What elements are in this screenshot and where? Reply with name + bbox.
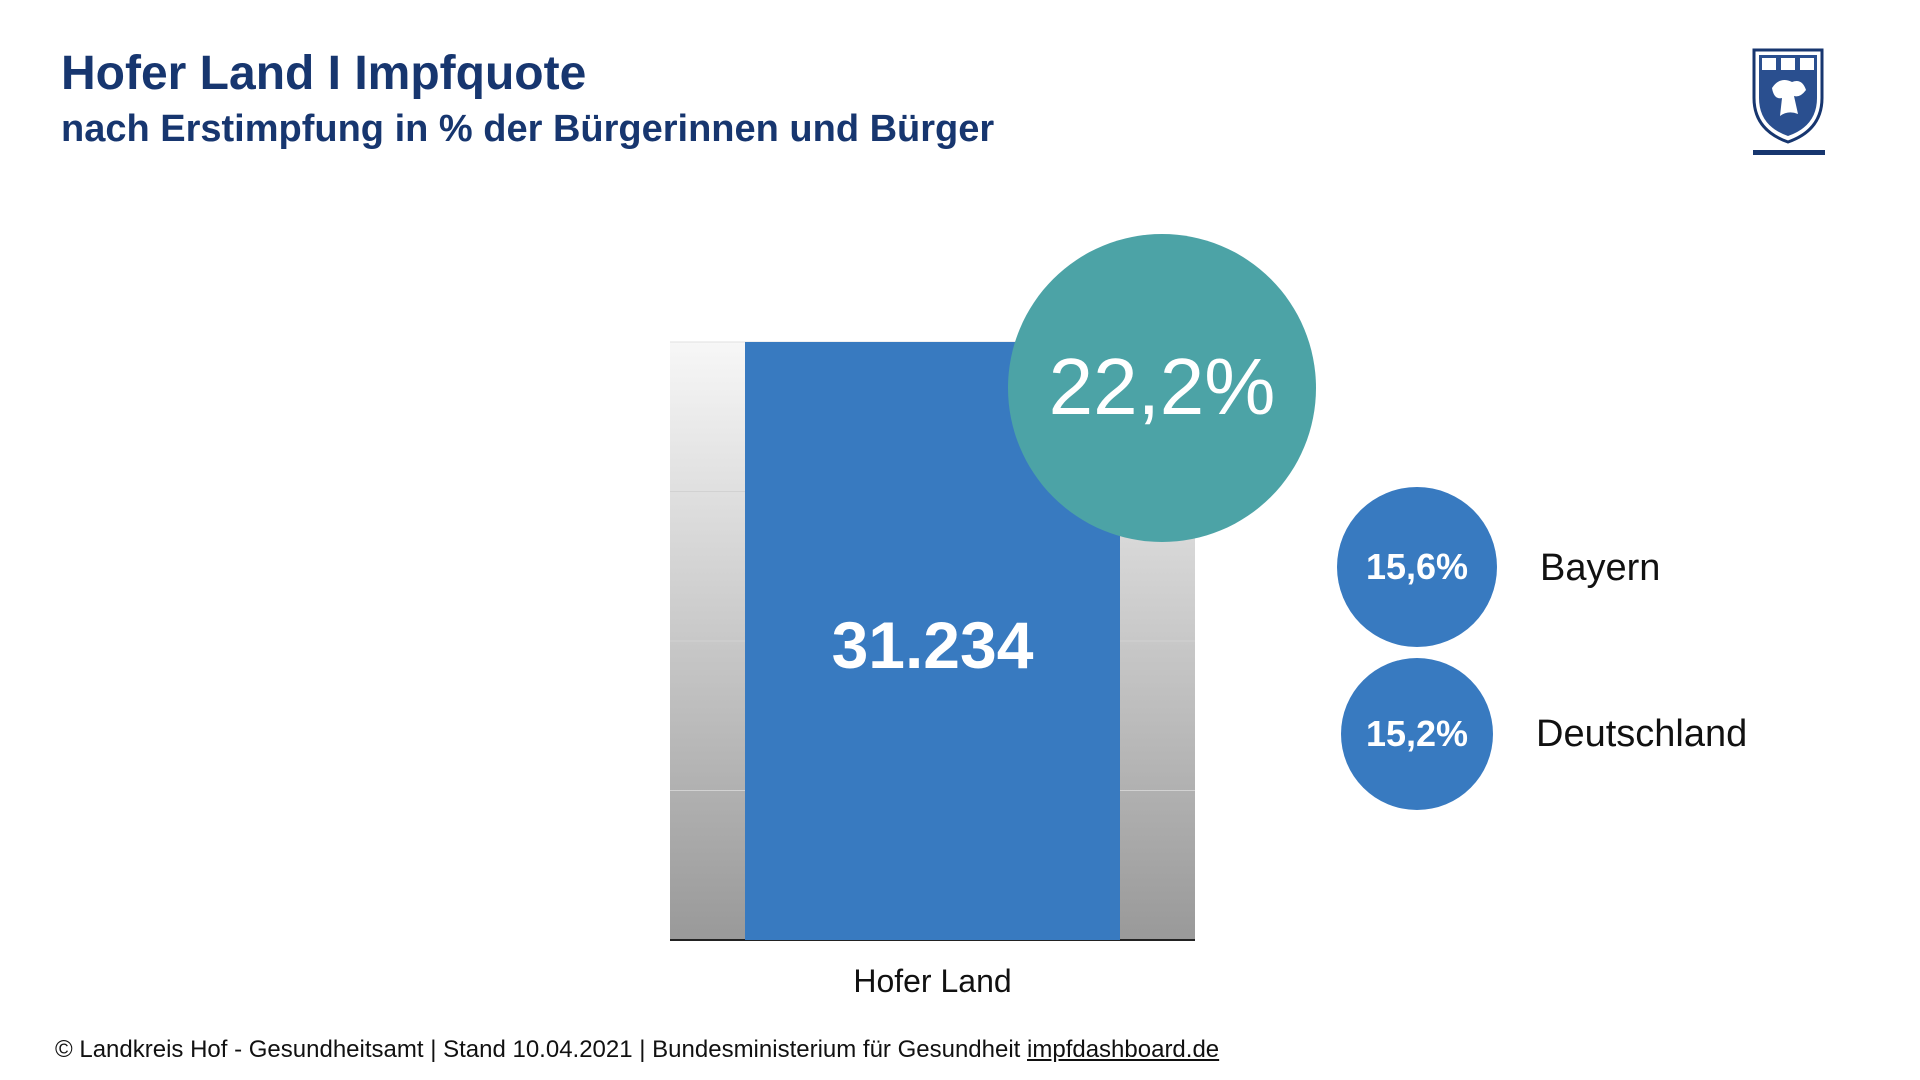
comparison-name-label: Deutschland (1536, 713, 1747, 755)
comparison-bubble-0 (1337, 487, 1497, 647)
comparison-name-label: Bayern (1540, 547, 1660, 589)
category-label: Hofer Land (853, 963, 1011, 999)
coat-of-arms-logo (1752, 48, 1825, 155)
source-link[interactable]: impfdashboard.de (1027, 1036, 1220, 1063)
footer-text: © Landkreis Hof - Gesundheitsamt | Stand… (55, 1036, 1028, 1063)
chart-subtitle: nach Erstimpfung in % der Bürgerinnen un… (61, 108, 995, 150)
bar-value-label: 31.234 (832, 608, 1034, 682)
highlight-bubble (1008, 234, 1316, 542)
comparison-bubble-1 (1341, 658, 1493, 810)
footer-source: © Landkreis Hof - Gesundheitsamt | Stand… (55, 1036, 1219, 1064)
chart-title: Hofer Land I Impfquote (61, 47, 587, 100)
comparison-value-label: 15,6% (1366, 546, 1468, 587)
highlight-value-label: 22,2% (1049, 342, 1276, 431)
comparison-value-label: 15,2% (1366, 713, 1468, 754)
